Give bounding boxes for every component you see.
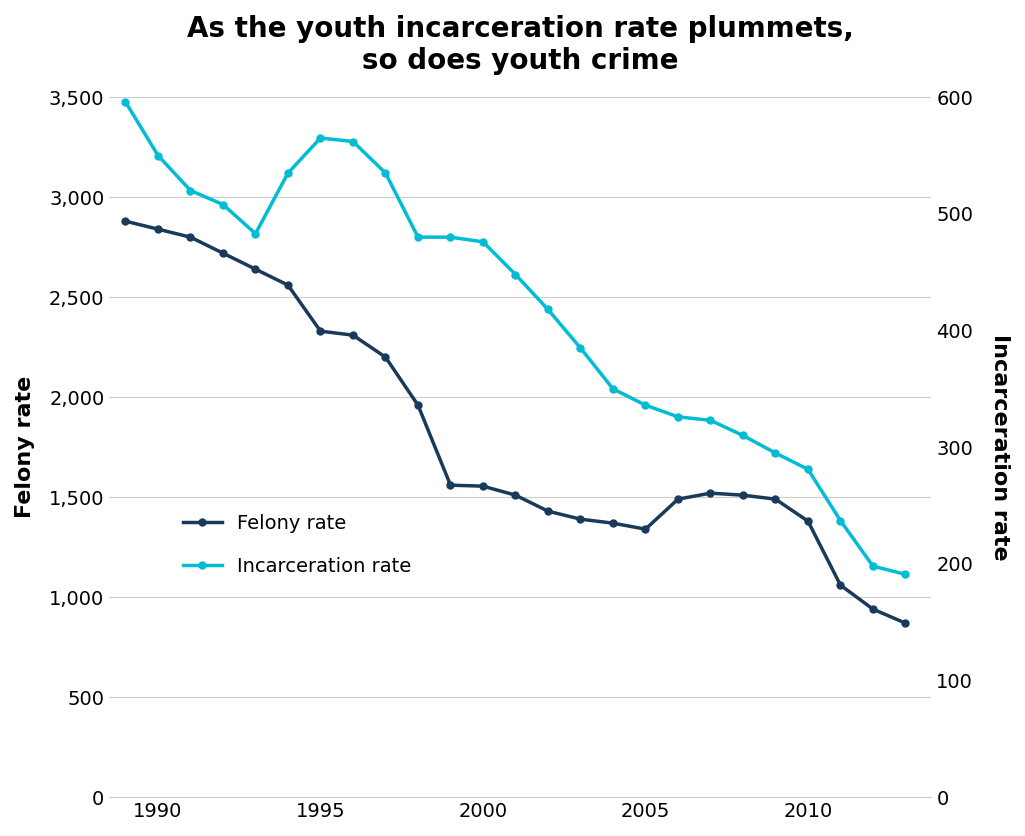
Felony rate bbox=[217, 248, 230, 258]
Incarceration rate bbox=[346, 136, 359, 146]
Felony rate bbox=[445, 480, 457, 490]
Felony rate bbox=[770, 494, 782, 504]
Felony rate bbox=[802, 516, 814, 526]
Incarceration rate bbox=[282, 168, 294, 178]
Felony rate bbox=[477, 482, 489, 492]
Felony rate bbox=[574, 514, 586, 524]
Felony rate bbox=[412, 400, 424, 410]
Incarceration rate bbox=[770, 448, 782, 458]
Line: Incarceration rate: Incarceration rate bbox=[122, 99, 909, 578]
Felony rate bbox=[184, 232, 197, 242]
Incarceration rate bbox=[509, 269, 522, 279]
Felony rate bbox=[249, 264, 261, 274]
Incarceration rate bbox=[152, 150, 164, 161]
Felony rate bbox=[737, 490, 749, 500]
Incarceration rate bbox=[834, 516, 847, 526]
Incarceration rate bbox=[607, 384, 619, 394]
Felony rate bbox=[379, 352, 392, 362]
Incarceration rate bbox=[184, 186, 197, 196]
Incarceration rate bbox=[574, 343, 586, 353]
Felony rate bbox=[315, 326, 327, 336]
Legend: Felony rate, Incarceration rate: Felony rate, Incarceration rate bbox=[175, 507, 419, 584]
Felony rate bbox=[119, 217, 131, 227]
Incarceration rate bbox=[379, 168, 392, 178]
Incarceration rate bbox=[867, 561, 879, 571]
Felony rate bbox=[640, 524, 652, 534]
Incarceration rate bbox=[671, 412, 684, 422]
Felony rate bbox=[704, 488, 716, 498]
Incarceration rate bbox=[477, 237, 489, 247]
Incarceration rate bbox=[249, 229, 261, 239]
Felony rate bbox=[899, 618, 911, 628]
Felony rate bbox=[152, 224, 164, 234]
Incarceration rate bbox=[119, 97, 131, 107]
Felony rate bbox=[542, 506, 555, 516]
Felony rate bbox=[346, 330, 359, 340]
Incarceration rate bbox=[802, 464, 814, 474]
Title: As the youth incarceration rate plummets,
so does youth crime: As the youth incarceration rate plummets… bbox=[187, 15, 854, 75]
Incarceration rate bbox=[542, 304, 555, 314]
Incarceration rate bbox=[315, 133, 327, 143]
Incarceration rate bbox=[899, 569, 911, 579]
Incarceration rate bbox=[412, 232, 424, 242]
Incarceration rate bbox=[704, 415, 716, 426]
Line: Felony rate: Felony rate bbox=[122, 217, 909, 627]
Felony rate bbox=[671, 494, 684, 504]
Y-axis label: Felony rate: Felony rate bbox=[15, 376, 35, 518]
Incarceration rate bbox=[217, 200, 230, 210]
Felony rate bbox=[282, 280, 294, 290]
Incarceration rate bbox=[640, 400, 652, 410]
Felony rate bbox=[834, 580, 847, 590]
Y-axis label: Incarceration rate: Incarceration rate bbox=[990, 334, 1010, 560]
Felony rate bbox=[867, 604, 879, 614]
Felony rate bbox=[607, 518, 619, 528]
Incarceration rate bbox=[445, 232, 457, 242]
Felony rate bbox=[509, 490, 522, 500]
Incarceration rate bbox=[737, 431, 749, 441]
